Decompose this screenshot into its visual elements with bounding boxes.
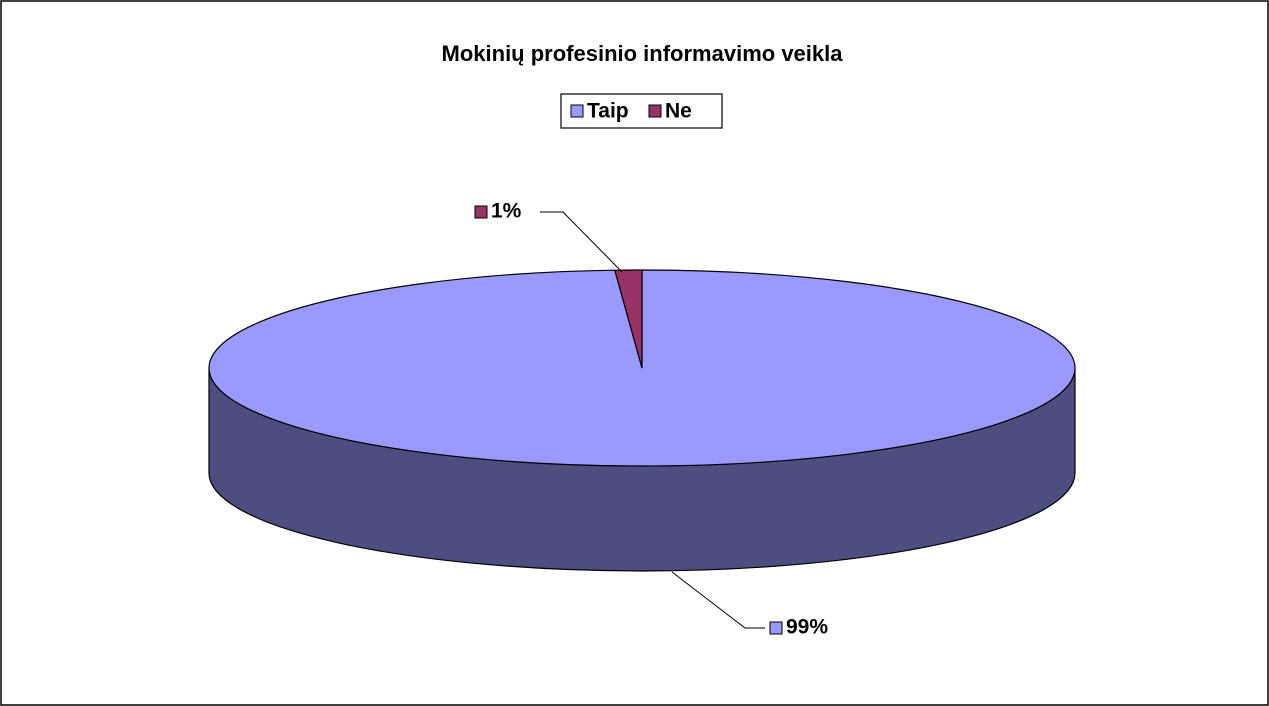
legend-label: Ne	[665, 100, 692, 123]
leader-line	[540, 211, 623, 273]
legend-label: Taip	[587, 100, 629, 123]
chart-title: Mokinių profesinio informavimo veikla	[442, 41, 844, 66]
data-label: 99%	[786, 616, 828, 639]
label-key	[769, 621, 783, 635]
legend-key	[648, 104, 662, 118]
legend-box	[560, 93, 723, 129]
label-key	[474, 205, 488, 219]
legend-key	[570, 104, 584, 118]
leader-line	[671, 571, 765, 629]
data-label: 1%	[491, 200, 522, 223]
pie-slice	[614, 269, 643, 369]
